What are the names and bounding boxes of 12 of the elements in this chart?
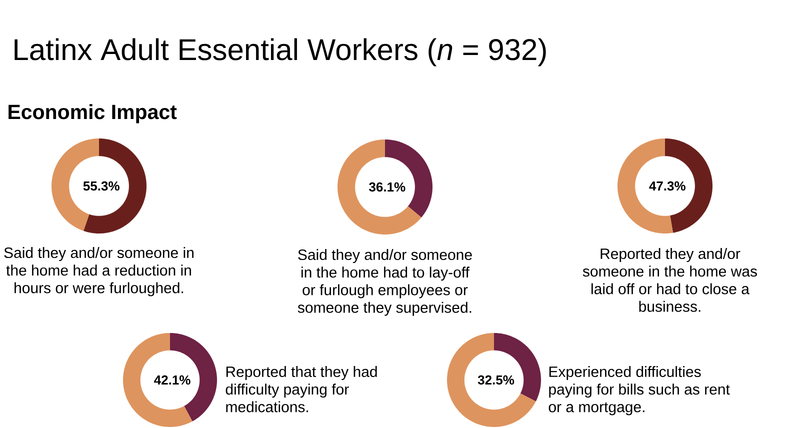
text: Latinx Adult Essential Workers (n = 932) <box>14 38 546 66</box>
data-label: 47.3% <box>649 181 686 191</box>
chart-subtitle: Economic Impact <box>8 104 177 124</box>
text: Experienced difficulties paying for bills such as rent or a mortgage. <box>548 366 730 416</box>
text: Reported that they had difficulty paying for medications. <box>226 366 377 412</box>
text: Said they and/or someone in the home had to lay-off or furlough employees or someone they supervised. <box>298 249 472 316</box>
text: Said they and/or someone in the home had a reduction in hours or were furloughed. <box>4 247 194 296</box>
data-label: 55.3% <box>83 181 120 191</box>
data-label: 36.1% <box>369 182 406 192</box>
text: Reported they and/or someone in the home was laid off or had to close a business. <box>582 248 757 312</box>
data-label: 32.5% <box>478 375 514 385</box>
data-label: 42.1% <box>154 375 190 385</box>
